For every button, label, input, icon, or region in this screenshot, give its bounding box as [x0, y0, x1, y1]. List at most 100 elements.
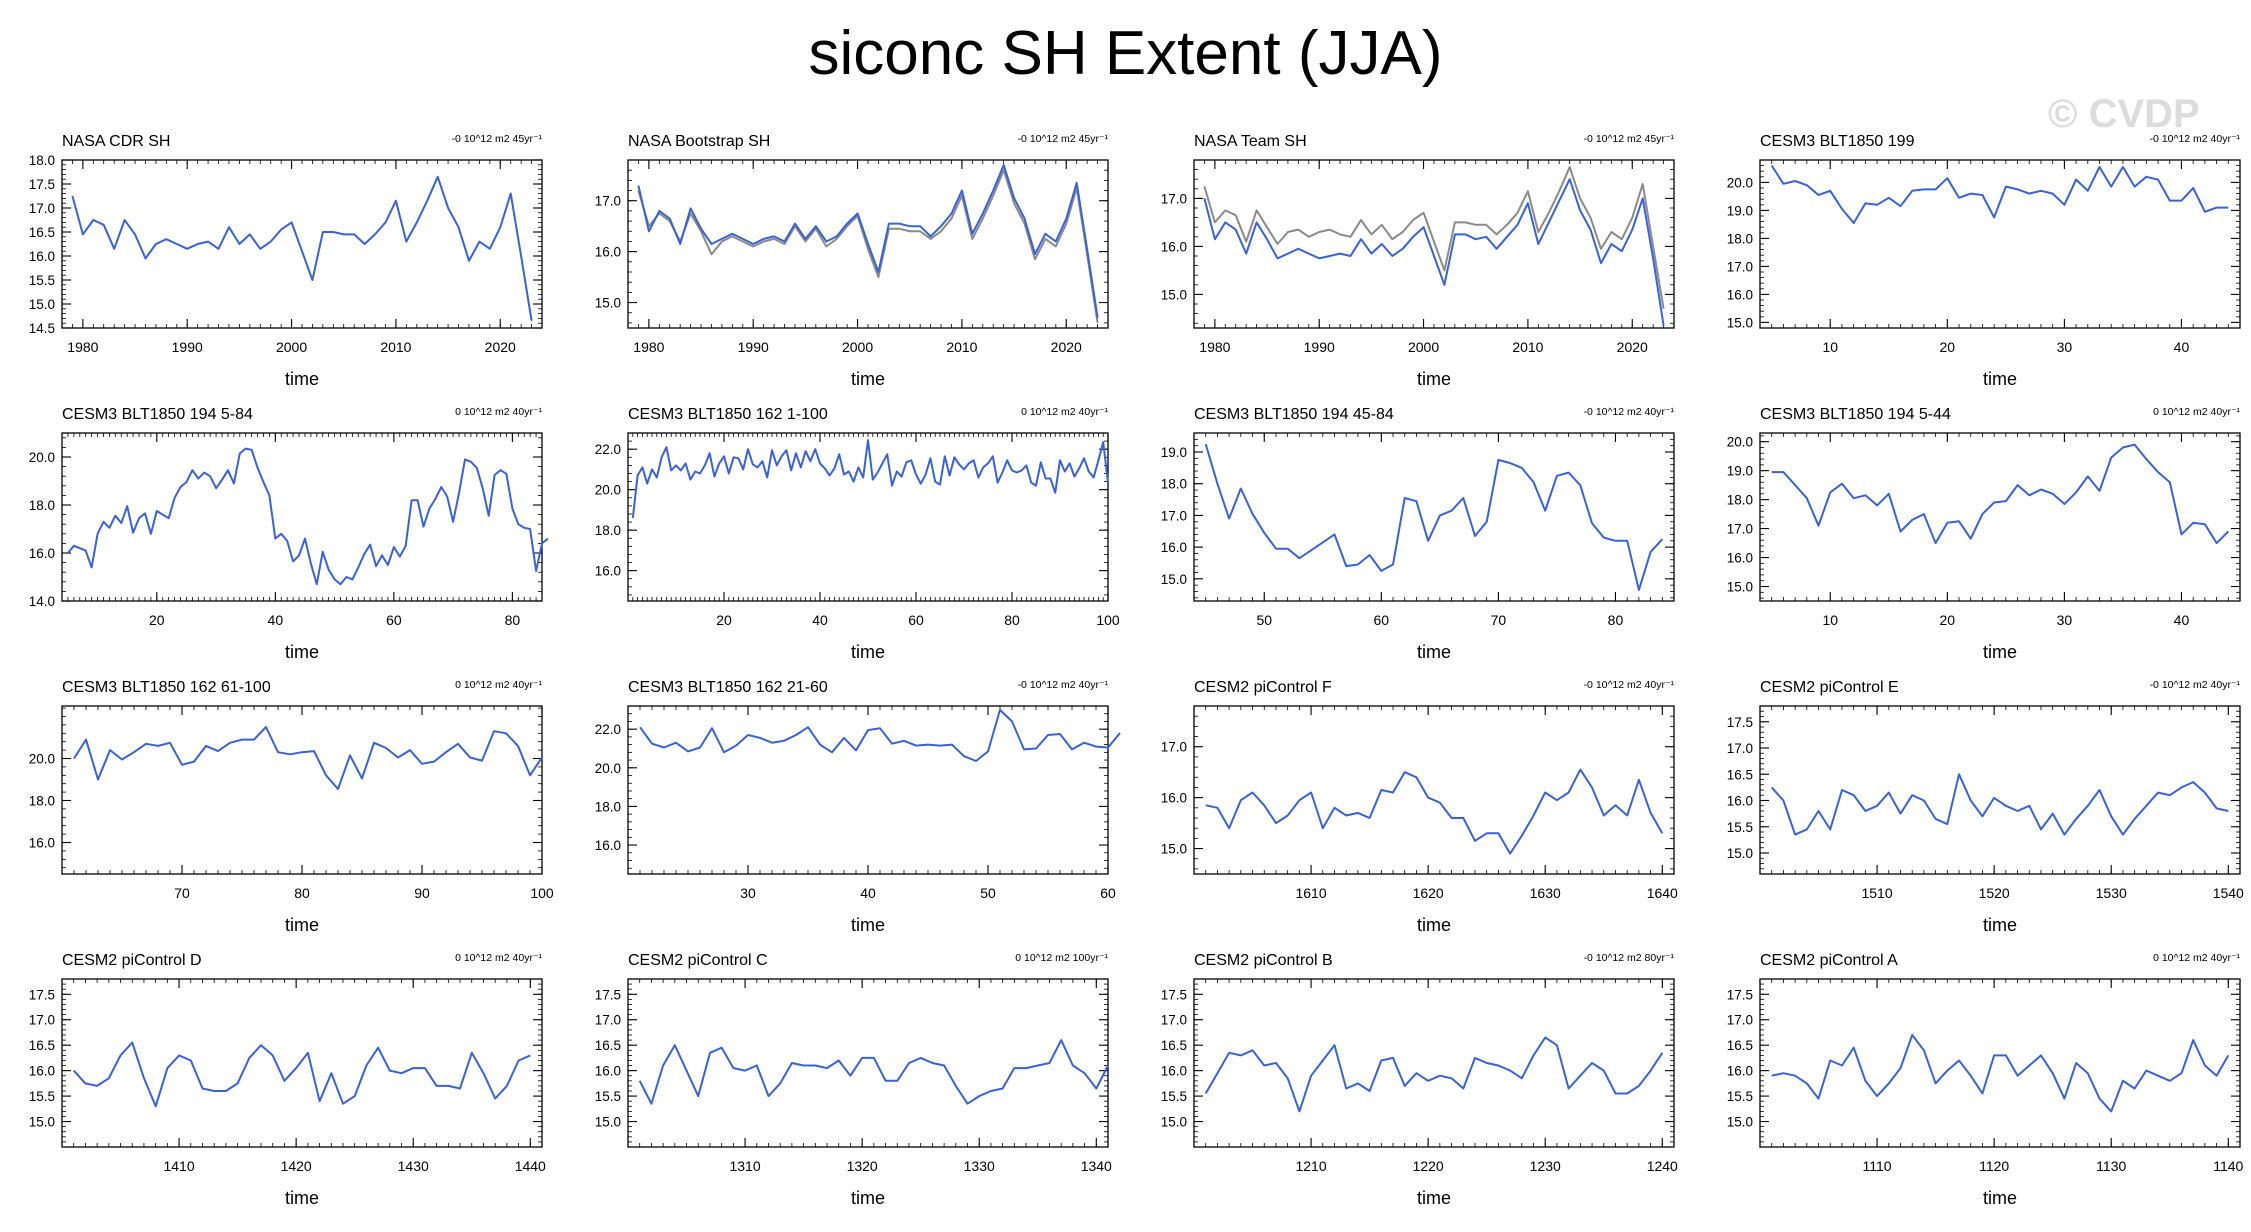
- x-tick-label: 80: [505, 612, 521, 628]
- chart-title: CESM2 piControl E: [1760, 679, 1899, 696]
- y-tick-label: 19.0: [1727, 464, 1753, 479]
- x-tick-label: 1540: [2213, 885, 2244, 901]
- x-tick-label: 20: [716, 612, 732, 628]
- x-tick-label: 60: [908, 612, 924, 628]
- chart-title: CESM3 BLT1850 199: [1760, 133, 1915, 150]
- chart-panel: CESM2 piControl E -0 10^12 m2 40yr⁻¹ 1510 1…: [1727, 679, 2244, 935]
- y-tick-label: 16.0: [29, 249, 55, 264]
- x-tick-label: 20: [1940, 612, 1956, 628]
- x-tick-label: 30: [2057, 339, 2073, 355]
- x-tick-label: 30: [740, 885, 756, 901]
- x-axis-label: time: [1983, 642, 2017, 662]
- y-tick-label: 15.5: [29, 273, 55, 288]
- series-line: [1771, 1034, 2230, 1113]
- y-tick-label: 16.0: [29, 1064, 55, 1079]
- x-tick-label: 100: [530, 885, 554, 901]
- reference-series-line: [637, 169, 1099, 324]
- y-tick-label: 17.0: [1161, 740, 1187, 755]
- x-tick-label: 1620: [1413, 885, 1444, 901]
- x-tick-label: 80: [1004, 612, 1020, 628]
- y-tick-label: 16.0: [29, 546, 55, 561]
- chart-title: NASA Team SH: [1194, 133, 1307, 150]
- series-line: [73, 726, 543, 790]
- series-line: [1770, 165, 2229, 224]
- y-tick-label: 16.5: [1161, 1038, 1187, 1053]
- chart-title: CESM3 BLT1850 162 1-100: [628, 406, 828, 423]
- series-line: [67, 447, 549, 586]
- y-tick-label: 17.0: [595, 1013, 621, 1028]
- y-tick-label: 15.0: [595, 1115, 621, 1130]
- x-tick-label: 1410: [163, 1158, 194, 1174]
- trend-label: 0 10^12 m2 40yr⁻¹: [1021, 406, 1108, 418]
- y-tick-label: 22.0: [595, 722, 621, 737]
- y-tick-label: 16.5: [29, 1038, 55, 1053]
- reference-series-line: [1203, 166, 1665, 309]
- chart-title: CESM3 BLT1850 194 5-84: [62, 406, 253, 423]
- y-tick-label: 16.0: [1161, 1064, 1187, 1079]
- x-tick-label: 1120: [1979, 1158, 2009, 1174]
- y-tick-label: 16.0: [1727, 794, 1753, 809]
- chart-panel: CESM2 piControl D 0 10^12 m2 40yr⁻¹ 1410 14…: [29, 952, 546, 1208]
- chart-title: CESM2 piControl C: [628, 952, 768, 969]
- trend-label: -0 10^12 m2 40yr⁻¹: [2150, 679, 2241, 691]
- series-line: [638, 1039, 1109, 1105]
- trend-label: 0 10^12 m2 40yr⁻¹: [2153, 406, 2240, 418]
- x-axis-label: time: [1417, 642, 1451, 662]
- y-tick-label: 16.0: [595, 564, 621, 579]
- x-tick-label: 10: [1822, 339, 1838, 355]
- trend-label: 0 10^12 m2 40yr⁻¹: [455, 406, 542, 418]
- y-tick-label: 17.5: [1727, 987, 1753, 1002]
- x-tick-label: 1140: [2213, 1158, 2243, 1174]
- x-tick-label: 50: [1256, 612, 1272, 628]
- y-tick-label: 18.0: [29, 153, 55, 168]
- x-tick-label: 2020: [485, 339, 516, 355]
- y-tick-label: 16.0: [1161, 791, 1187, 806]
- x-axis-label: time: [851, 1188, 885, 1208]
- series-line: [1203, 178, 1665, 326]
- series-line: [72, 1041, 531, 1108]
- y-tick-label: 20.0: [595, 483, 621, 498]
- x-tick-label: 2020: [1051, 339, 1082, 355]
- y-tick-label: 18.0: [29, 794, 55, 809]
- trend-label: -0 10^12 m2 45yr⁻¹: [452, 133, 543, 145]
- chart-title: NASA CDR SH: [62, 133, 170, 150]
- y-tick-label: 15.0: [1727, 1115, 1753, 1130]
- y-tick-label: 15.0: [1161, 572, 1187, 587]
- y-tick-label: 15.0: [1161, 287, 1187, 302]
- x-tick-label: 1220: [1413, 1158, 1444, 1174]
- y-tick-label: 15.0: [1727, 846, 1753, 861]
- x-tick-label: 1110: [1863, 1158, 1892, 1174]
- plot-frame: [61, 432, 543, 602]
- x-tick-label: 1990: [738, 339, 769, 355]
- y-tick-label: 19.0: [1727, 203, 1753, 218]
- y-tick-label: 16.0: [595, 1064, 621, 1079]
- trend-label: -0 10^12 m2 80yr⁻¹: [1584, 952, 1675, 964]
- x-tick-label: 1980: [1199, 339, 1230, 355]
- y-tick-label: 15.5: [1727, 1089, 1753, 1104]
- x-tick-label: 10: [1822, 612, 1838, 628]
- y-tick-label: 15.5: [1161, 1089, 1187, 1104]
- x-tick-label: 1310: [729, 1158, 760, 1174]
- trend-label: 0 10^12 m2 40yr⁻¹: [455, 952, 542, 964]
- plot-frame: [1759, 159, 2241, 329]
- x-tick-label: 1210: [1295, 1158, 1326, 1174]
- chart-panel: NASA Team SH -0 10^12 m2 45yr⁻¹ 1980 1990 20…: [1161, 133, 1675, 389]
- y-tick-label: 16.0: [1727, 1064, 1753, 1079]
- chart-panel: CESM3 BLT1850 194 5-44 0 10^12 m2 40yr⁻¹ 1…: [1727, 406, 2241, 662]
- x-tick-label: 60: [1374, 612, 1390, 628]
- x-tick-label: 70: [1491, 612, 1507, 628]
- y-tick-label: 15.0: [1727, 315, 1753, 330]
- series-line: [637, 164, 1099, 318]
- x-axis-label: time: [1417, 369, 1451, 389]
- y-tick-label: 15.5: [595, 1089, 621, 1104]
- x-tick-label: 1440: [515, 1158, 546, 1174]
- trend-label: -0 10^12 m2 40yr⁻¹: [2150, 133, 2241, 145]
- x-tick-label: 2010: [1512, 339, 1543, 355]
- series-line: [1771, 443, 2230, 545]
- x-tick-label: 1980: [633, 339, 664, 355]
- y-tick-label: 14.0: [29, 594, 55, 609]
- plot-frame: [1759, 705, 2241, 875]
- x-axis-label: time: [1417, 1188, 1451, 1208]
- trend-label: 0 10^12 m2 40yr⁻¹: [455, 679, 542, 691]
- x-tick-label: 2000: [1408, 339, 1439, 355]
